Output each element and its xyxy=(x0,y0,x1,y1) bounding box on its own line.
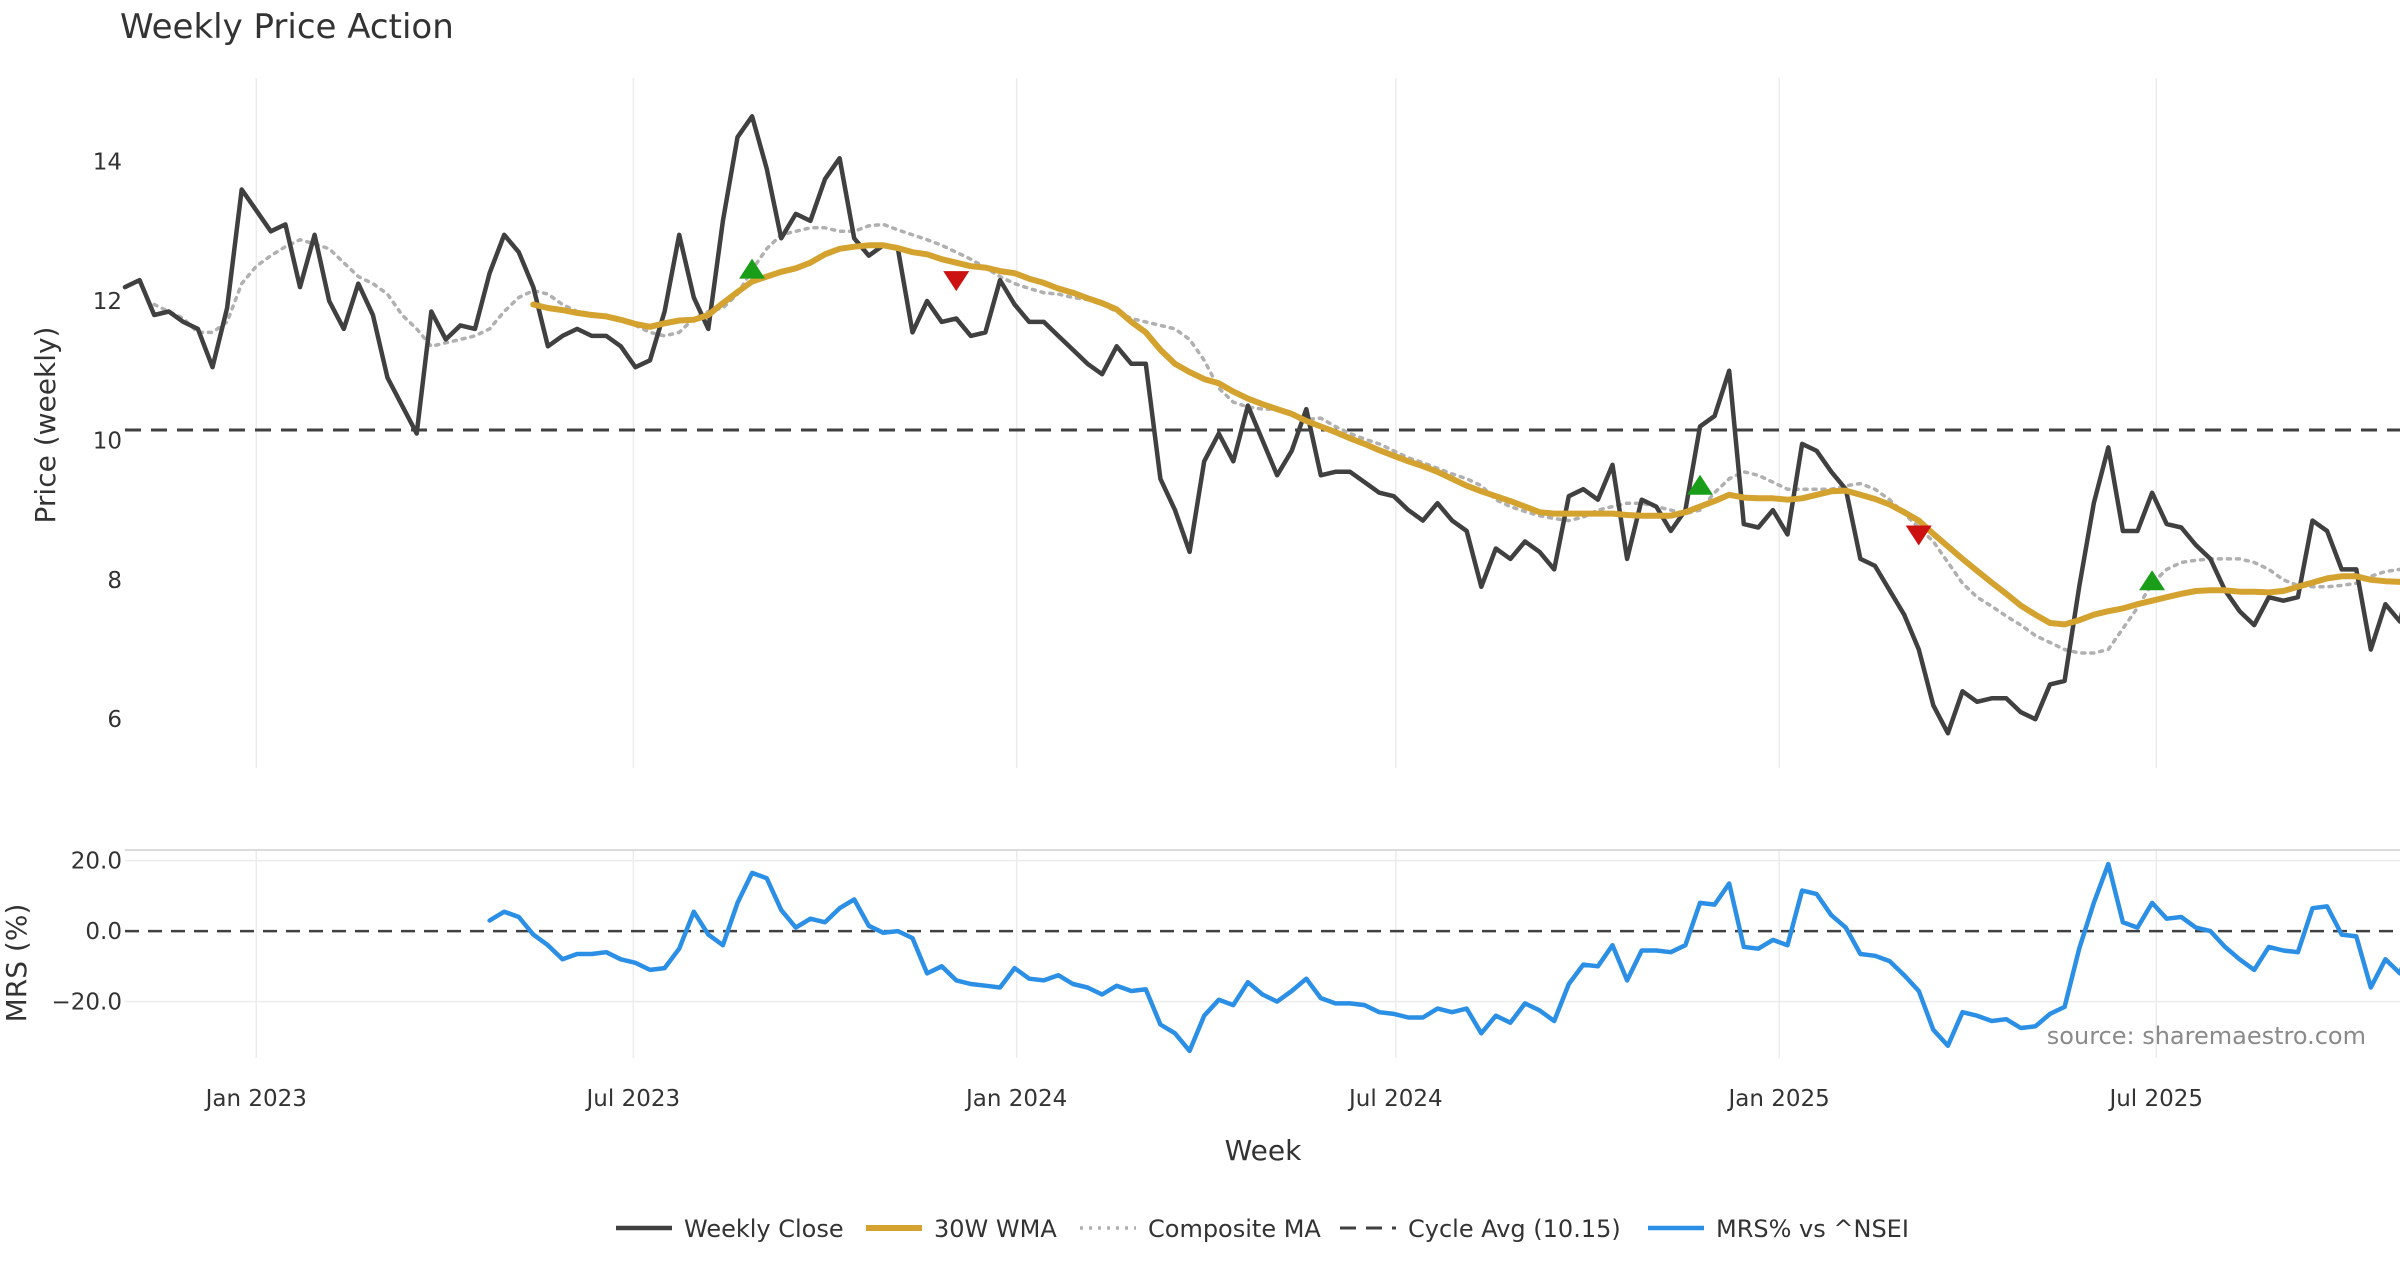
mrs-line xyxy=(487,861,2400,1054)
price-y-axis-title: Price (weekly) xyxy=(29,327,62,524)
x-tick-label: Jul 2023 xyxy=(585,1086,681,1112)
price-y-tick-label: 6 xyxy=(107,707,122,733)
legend-label: Composite MA xyxy=(1148,1215,1321,1243)
chart-title: Weekly Price Action xyxy=(120,7,454,47)
x-axis-title: Week xyxy=(1225,1134,1302,1167)
wma-30w-line xyxy=(530,242,2400,628)
sell-signal-marker xyxy=(943,271,970,292)
price-plot xyxy=(122,114,2400,736)
x-tick-labels: Jan 2023 Jul 2023 Jan 2024 Jul 2024 Jan 2025… xyxy=(204,1086,2203,1112)
mrs-y-tick-label: 20.0 xyxy=(71,849,122,875)
mrs-y-tick-label: 0.0 xyxy=(85,919,122,945)
mrs-y-tick-labels: 20.0 0.0 −20.0 xyxy=(52,849,122,1016)
price-y-tick-label: 12 xyxy=(93,289,122,315)
price-y-tick-label: 8 xyxy=(107,568,122,594)
legend-label: MRS% vs ^NSEI xyxy=(1716,1215,1909,1243)
legend-label: 30W WMA xyxy=(934,1215,1057,1243)
x-tick-label: Jul 2025 xyxy=(2107,1086,2203,1112)
x-tick-label: Jan 2024 xyxy=(964,1086,1067,1112)
mrs-grid xyxy=(125,849,2400,1058)
sell-signal-marker xyxy=(1905,525,1932,546)
mrs-y-tick-label: −20.0 xyxy=(52,990,122,1016)
x-tick-label: Jan 2025 xyxy=(1727,1086,1830,1112)
buy-signal-marker xyxy=(2139,570,2166,591)
legend-label: Weekly Close xyxy=(684,1215,844,1243)
x-tick-label: Jul 2024 xyxy=(1347,1086,1443,1112)
buy-signal-marker xyxy=(1687,474,1713,495)
buy-signal-marker xyxy=(739,258,766,279)
mrs-plot xyxy=(125,861,2400,1054)
price-y-tick-labels: 6 8 10 12 14 xyxy=(93,150,122,734)
price-y-tick-label: 10 xyxy=(93,428,122,454)
price-grid xyxy=(255,78,2157,768)
legend: Weekly Close 30W WMA Composite MA Cycle Avg… xyxy=(616,1215,1909,1243)
weekly-close-line xyxy=(122,114,2400,736)
composite-ma-line xyxy=(152,222,2400,655)
source-note: source: sharemaestro.com xyxy=(2047,1022,2366,1050)
legend-label: Cycle Avg (10.15) xyxy=(1408,1215,1621,1243)
x-tick-label: Jan 2023 xyxy=(204,1086,307,1112)
mrs-y-axis-title: MRS (%) xyxy=(0,904,33,1023)
price-y-tick-label: 14 xyxy=(93,150,122,176)
